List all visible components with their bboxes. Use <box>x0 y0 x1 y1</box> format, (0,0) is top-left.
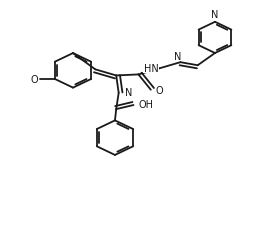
Text: HN: HN <box>144 63 158 73</box>
Text: O: O <box>155 85 163 95</box>
Text: O: O <box>31 75 39 85</box>
Text: N: N <box>174 52 182 62</box>
Text: N: N <box>125 88 132 98</box>
Text: OH: OH <box>139 99 154 109</box>
Text: N: N <box>211 10 219 20</box>
Text: N: N <box>125 87 132 97</box>
